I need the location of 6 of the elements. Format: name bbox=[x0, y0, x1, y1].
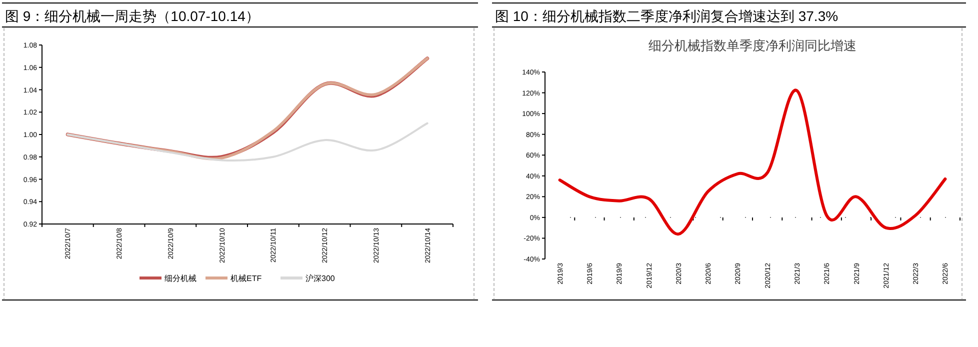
legend-label: 细分机械 bbox=[164, 274, 196, 283]
chart-title: 图 9：细分机械一周走势（10.07-10.14） bbox=[5, 8, 260, 24]
legend-label: 机械ETF bbox=[230, 274, 262, 283]
chart-subtitle: 细分机械指数单季度净利润同比增速 bbox=[648, 38, 856, 53]
legend-label: 沪深300 bbox=[306, 274, 336, 283]
chart-title: 图 10：细分机械指数二季度净利润复合增速达到 37.3% bbox=[495, 8, 838, 24]
